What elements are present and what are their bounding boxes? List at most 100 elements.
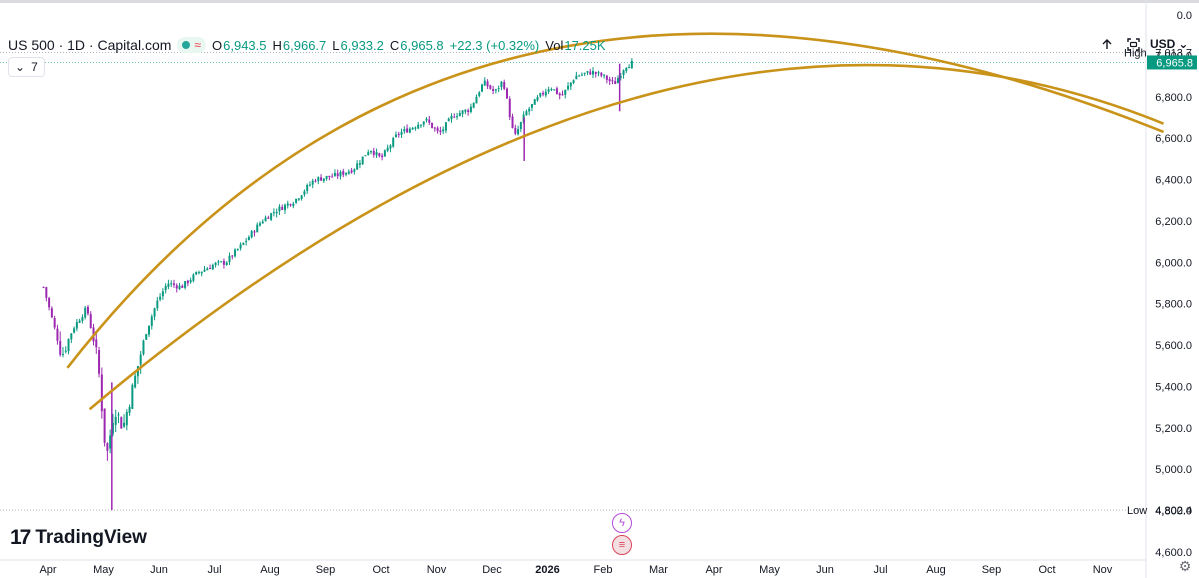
candle-body [120, 417, 123, 429]
candle-body [517, 129, 520, 135]
candle-body [211, 264, 214, 270]
x-tick-label: Aug [926, 564, 946, 576]
candle-body [586, 71, 589, 73]
candle-body [475, 96, 478, 104]
candle-body [547, 89, 550, 92]
candle-body [148, 325, 151, 335]
candle-body [42, 286, 45, 288]
candle-body [314, 180, 317, 182]
candle-body [159, 296, 162, 300]
x-tick-label: Jun [150, 564, 168, 576]
candle-body [594, 71, 597, 74]
candle-body [53, 318, 56, 328]
tradingview-logo: 17 [10, 526, 31, 549]
event-us-flag-icon[interactable]: ≡ [612, 535, 632, 555]
settings-gear-icon[interactable]: ⚙ [1178, 557, 1192, 574]
candle-body [181, 285, 184, 288]
symbol-header[interactable]: US 500 · 1D · Capital.com ≈ O 6,943.5 H 6,… [8, 35, 606, 55]
candle-body [145, 334, 148, 340]
x-tick-label: Sep [982, 564, 1002, 576]
candle-body [345, 172, 348, 175]
candle-body [589, 71, 592, 75]
event-lightning-icon[interactable]: ϟ [612, 513, 632, 533]
x-tick-label: May [759, 564, 780, 576]
candle-body [270, 213, 273, 220]
candle-body [267, 217, 270, 219]
candle-body [350, 170, 353, 173]
candle-body [272, 212, 275, 214]
y-tick-label-top: 0.0 [1177, 10, 1192, 22]
candle-body [505, 88, 508, 99]
candle-body [530, 104, 533, 108]
candle-body [300, 195, 303, 199]
x-tick-label: Aug [260, 564, 280, 576]
candle-body [483, 80, 486, 86]
candle-body [414, 127, 417, 129]
y-tick-label: 6,800.0 [1155, 92, 1192, 104]
candle-body [45, 287, 48, 298]
upper-arc-line[interactable] [66, 32, 1165, 369]
candle-body [508, 98, 511, 118]
candle-body [297, 198, 300, 200]
candle-body [250, 231, 253, 238]
candle-body [95, 339, 98, 348]
market-status-pill[interactable]: ≈ [177, 37, 206, 53]
candle-body [447, 118, 450, 122]
candle-body [494, 89, 497, 91]
candle-body [164, 285, 167, 291]
candle-body [428, 119, 431, 123]
last-price-tag [1147, 55, 1197, 70]
candle-body [178, 285, 181, 290]
candle-body [131, 384, 134, 409]
lower-arc-line[interactable] [88, 63, 1165, 411]
candle-body [67, 339, 70, 352]
candle-body [75, 322, 78, 329]
candle-body [289, 204, 292, 206]
candle-body [378, 153, 381, 157]
candle-body [503, 82, 506, 89]
candle-body [572, 80, 575, 83]
x-tick-label: Nov [427, 564, 447, 576]
candle-body [125, 411, 128, 426]
candle-body [408, 128, 411, 133]
chevron-down-icon: ⌄ [1178, 37, 1189, 51]
top-frame [0, 0, 1199, 3]
candle-body [461, 110, 464, 114]
candle-body [156, 300, 159, 309]
y-tick-label: 5,200.0 [1155, 423, 1192, 435]
x-tick-label: Feb [594, 564, 613, 576]
symbol-title[interactable]: US 500 · 1D · Capital.com [8, 37, 172, 53]
candle-body [84, 307, 87, 318]
candle-body [397, 134, 400, 136]
candle-body [103, 408, 106, 443]
indicators-toggle[interactable]: ⌄ 7 [8, 57, 45, 77]
candle-body [283, 204, 286, 211]
candle-body [86, 306, 89, 314]
currency-selector[interactable]: USD ⌄ [1150, 33, 1196, 55]
candle-body [317, 177, 320, 182]
candle-body [111, 422, 114, 434]
candle-body [278, 206, 281, 212]
candle-body [89, 314, 92, 329]
candle-body [561, 94, 564, 96]
candle-body [489, 85, 492, 89]
candle-body [225, 262, 228, 266]
candle-body [161, 291, 164, 297]
candle-body [608, 79, 611, 82]
candle-body [442, 129, 445, 132]
candle-body [186, 280, 189, 284]
fullscreen-icon [1126, 37, 1140, 51]
candle-body [206, 268, 209, 271]
candle-body [217, 261, 220, 263]
x-tick-label: May [93, 564, 114, 576]
candle-body [70, 333, 73, 340]
fullscreen-button[interactable] [1124, 34, 1142, 54]
candle-body [486, 81, 489, 87]
candle-body [139, 354, 142, 365]
candle-body [575, 75, 578, 80]
candle-body [367, 152, 370, 156]
candle-body [114, 416, 117, 425]
scale-arrow-button[interactable] [1098, 34, 1116, 54]
x-tick-label: Jun [816, 564, 834, 576]
